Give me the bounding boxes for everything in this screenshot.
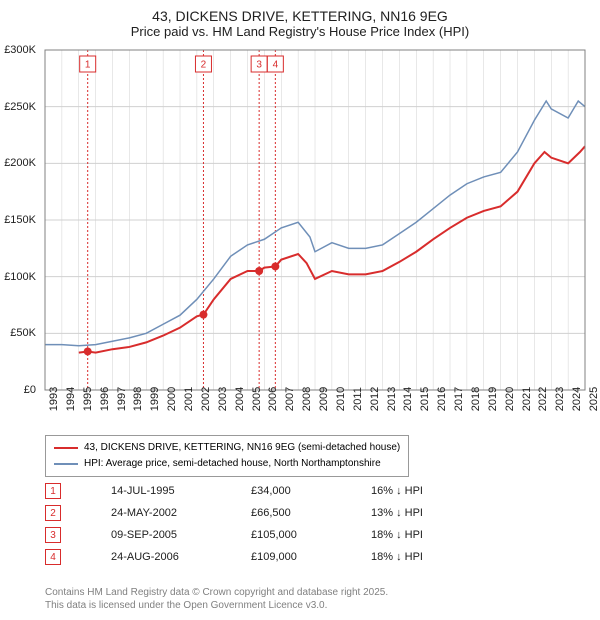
x-tick-label: 2002 bbox=[200, 387, 212, 411]
x-tick-label: 2000 bbox=[166, 387, 178, 411]
y-tick-label: £150K bbox=[4, 214, 36, 226]
x-tick-label: 2017 bbox=[453, 387, 465, 411]
x-tick-label: 1993 bbox=[48, 387, 60, 411]
x-tick-label: 2019 bbox=[487, 387, 499, 411]
svg-text:1: 1 bbox=[85, 60, 91, 71]
sale-point bbox=[84, 347, 92, 355]
y-tick-label: £50K bbox=[10, 327, 36, 339]
x-tick-label: 2024 bbox=[571, 387, 583, 411]
x-tick-label: 2007 bbox=[284, 387, 296, 411]
x-tick-label: 2004 bbox=[234, 387, 246, 411]
legend-swatch bbox=[54, 463, 78, 465]
x-tick-label: 2009 bbox=[318, 387, 330, 411]
x-tick-label: 1999 bbox=[149, 387, 161, 411]
x-tick-label: 2005 bbox=[251, 387, 263, 411]
event-pct: 18% ↓ HPI bbox=[371, 551, 451, 563]
footer: Contains HM Land Registry data © Crown c… bbox=[45, 586, 388, 612]
event-marker: 3 bbox=[45, 527, 61, 543]
title-area: 43, DICKENS DRIVE, KETTERING, NN16 9EG P… bbox=[0, 0, 600, 39]
sale-point bbox=[255, 267, 263, 275]
x-tick-label: 2011 bbox=[352, 387, 364, 411]
x-tick-label: 1995 bbox=[82, 387, 94, 411]
x-tick-label: 2025 bbox=[588, 387, 600, 411]
x-tick-label: 1996 bbox=[99, 387, 111, 411]
y-tick-label: £100K bbox=[4, 271, 36, 283]
svg-text:4: 4 bbox=[273, 60, 279, 71]
legend: 43, DICKENS DRIVE, KETTERING, NN16 9EG (… bbox=[45, 435, 409, 477]
plot-svg: 1 2 34 bbox=[45, 50, 585, 390]
x-tick-label: 2022 bbox=[537, 387, 549, 411]
x-tick-label: 2010 bbox=[335, 387, 347, 411]
event-price: £109,000 bbox=[251, 551, 331, 563]
x-tick-label: 1994 bbox=[65, 387, 77, 411]
x-tick-label: 2018 bbox=[470, 387, 482, 411]
legend-swatch bbox=[54, 447, 78, 449]
legend-label: HPI: Average price, semi-detached house,… bbox=[84, 456, 381, 472]
x-tick-label: 2021 bbox=[521, 387, 533, 411]
y-tick-label: £250K bbox=[4, 101, 36, 113]
x-tick-label: 2001 bbox=[183, 387, 195, 411]
y-axis: £0£50K£100K£150K£200K£250K£300K bbox=[0, 50, 40, 390]
event-row: 1 14-JUL-1995 £34,000 16% ↓ HPI bbox=[45, 480, 451, 502]
event-date: 24-MAY-2002 bbox=[111, 507, 211, 519]
event-pct: 13% ↓ HPI bbox=[371, 507, 451, 519]
x-tick-label: 2014 bbox=[402, 387, 414, 411]
x-tick-label: 2006 bbox=[267, 387, 279, 411]
footer-line1: Contains HM Land Registry data © Crown c… bbox=[45, 586, 388, 599]
event-row: 2 24-MAY-2002 £66,500 13% ↓ HPI bbox=[45, 502, 451, 524]
legend-row: HPI: Average price, semi-detached house,… bbox=[54, 456, 400, 472]
event-row: 3 09-SEP-2005 £105,000 18% ↓ HPI bbox=[45, 524, 451, 546]
y-tick-label: £0 bbox=[24, 384, 36, 396]
chart-container: 43, DICKENS DRIVE, KETTERING, NN16 9EG P… bbox=[0, 0, 600, 620]
x-tick-label: 1998 bbox=[132, 387, 144, 411]
event-date: 24-AUG-2006 bbox=[111, 551, 211, 563]
legend-label: 43, DICKENS DRIVE, KETTERING, NN16 9EG (… bbox=[84, 440, 400, 456]
event-pct: 16% ↓ HPI bbox=[371, 485, 451, 497]
title-line2: Price paid vs. HM Land Registry's House … bbox=[0, 24, 600, 39]
x-tick-label: 2015 bbox=[419, 387, 431, 411]
x-tick-label: 2012 bbox=[369, 387, 381, 411]
event-price: £105,000 bbox=[251, 529, 331, 541]
event-marker: 1 bbox=[45, 483, 61, 499]
title-line1: 43, DICKENS DRIVE, KETTERING, NN16 9EG bbox=[0, 8, 600, 24]
legend-row: 43, DICKENS DRIVE, KETTERING, NN16 9EG (… bbox=[54, 440, 400, 456]
x-tick-label: 2008 bbox=[301, 387, 313, 411]
events-table: 1 14-JUL-1995 £34,000 16% ↓ HPI 2 24-MAY-2002… bbox=[45, 480, 451, 568]
y-tick-label: £200K bbox=[4, 157, 36, 169]
x-tick-label: 2023 bbox=[554, 387, 566, 411]
x-tick-label: 1997 bbox=[116, 387, 128, 411]
event-price: £34,000 bbox=[251, 485, 331, 497]
event-marker: 2 bbox=[45, 505, 61, 521]
plot-area: 1 2 34 bbox=[45, 50, 585, 390]
event-pct: 18% ↓ HPI bbox=[371, 529, 451, 541]
sale-point bbox=[199, 311, 207, 319]
x-tick-label: 2003 bbox=[217, 387, 229, 411]
footer-line2: This data is licensed under the Open Gov… bbox=[45, 599, 388, 612]
event-marker: 4 bbox=[45, 549, 61, 565]
x-tick-label: 2020 bbox=[504, 387, 516, 411]
x-tick-label: 2016 bbox=[436, 387, 448, 411]
x-axis: 1993199419951996199719981999200020012002… bbox=[45, 395, 585, 435]
y-tick-label: £300K bbox=[4, 44, 36, 56]
svg-text:3: 3 bbox=[256, 60, 262, 71]
x-tick-label: 2013 bbox=[386, 387, 398, 411]
event-date: 14-JUL-1995 bbox=[111, 485, 211, 497]
event-row: 4 24-AUG-2006 £109,000 18% ↓ HPI bbox=[45, 546, 451, 568]
event-price: £66,500 bbox=[251, 507, 331, 519]
sale-point bbox=[271, 262, 279, 270]
svg-text:2: 2 bbox=[201, 60, 207, 71]
event-date: 09-SEP-2005 bbox=[111, 529, 211, 541]
